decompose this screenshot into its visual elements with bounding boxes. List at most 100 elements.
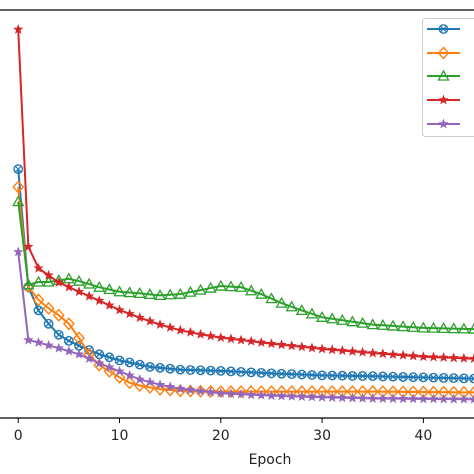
data-point bbox=[204, 384, 217, 398]
data-point bbox=[286, 340, 297, 351]
data-point bbox=[154, 379, 166, 390]
data-point bbox=[113, 285, 126, 297]
series-orange bbox=[12, 180, 474, 399]
data-point bbox=[123, 286, 136, 298]
data-point bbox=[42, 275, 55, 287]
data-point bbox=[114, 355, 125, 366]
data-point bbox=[164, 381, 176, 392]
data-point bbox=[448, 373, 459, 384]
data-point bbox=[276, 368, 287, 379]
data-point bbox=[295, 304, 308, 316]
data-point bbox=[458, 373, 469, 384]
data-point bbox=[296, 369, 307, 380]
data-point bbox=[408, 393, 419, 404]
data-point bbox=[185, 384, 196, 395]
data-point bbox=[114, 365, 125, 376]
series-blue bbox=[13, 164, 474, 384]
data-point bbox=[347, 392, 358, 403]
data-point bbox=[73, 331, 85, 345]
data-point bbox=[185, 365, 196, 375]
x-tick-label: 40 bbox=[414, 428, 432, 444]
data-point bbox=[347, 345, 358, 356]
x-tick-label: 20 bbox=[212, 428, 230, 444]
data-point bbox=[467, 322, 474, 334]
legend-marker bbox=[437, 46, 450, 60]
legend-entry-red bbox=[427, 94, 460, 105]
data-point bbox=[33, 262, 44, 273]
data-point bbox=[165, 363, 176, 374]
data-point bbox=[104, 352, 115, 363]
data-point bbox=[175, 383, 186, 394]
data-point bbox=[215, 387, 226, 398]
data-point bbox=[408, 372, 419, 383]
data-point bbox=[367, 371, 378, 382]
data-point bbox=[327, 370, 338, 381]
data-point bbox=[93, 358, 106, 372]
data-point bbox=[114, 304, 125, 315]
data-point bbox=[246, 367, 257, 378]
data-point bbox=[245, 389, 257, 400]
data-point bbox=[23, 334, 34, 345]
data-point bbox=[12, 195, 25, 207]
data-point bbox=[245, 335, 257, 346]
data-point bbox=[53, 276, 64, 287]
data-point bbox=[305, 307, 319, 319]
data-point bbox=[387, 349, 399, 359]
legend-entry-purple bbox=[427, 118, 460, 129]
data-point bbox=[256, 389, 267, 400]
data-point bbox=[357, 346, 368, 357]
data-point bbox=[286, 390, 297, 401]
data-point bbox=[458, 352, 470, 363]
data-point bbox=[255, 287, 268, 299]
legend bbox=[422, 18, 474, 137]
data-point bbox=[367, 393, 378, 403]
axes: 0 10 20 30 40 bbox=[0, 9, 474, 444]
data-point bbox=[266, 390, 277, 401]
legend-marker bbox=[437, 69, 450, 81]
data-point bbox=[458, 393, 470, 404]
data-point bbox=[73, 286, 85, 297]
data-point bbox=[93, 280, 106, 292]
data-point bbox=[104, 299, 115, 310]
data-point bbox=[134, 373, 145, 384]
data-point bbox=[164, 322, 176, 332]
data-point bbox=[215, 366, 226, 376]
data-point bbox=[83, 353, 95, 364]
data-point bbox=[285, 300, 298, 312]
data-point bbox=[175, 364, 186, 375]
data-point bbox=[224, 280, 238, 292]
data-point bbox=[214, 279, 227, 291]
series-layer bbox=[12, 24, 474, 404]
data-point bbox=[327, 392, 338, 402]
data-point bbox=[457, 322, 470, 334]
series-line bbox=[17, 201, 474, 331]
data-point bbox=[418, 372, 429, 383]
data-point bbox=[408, 350, 419, 361]
data-point bbox=[336, 313, 349, 325]
data-point bbox=[396, 320, 410, 332]
data-point bbox=[245, 385, 258, 399]
data-point bbox=[224, 385, 237, 399]
series-red bbox=[13, 24, 474, 364]
data-point bbox=[438, 393, 449, 404]
data-point bbox=[185, 326, 196, 337]
data-point bbox=[236, 366, 246, 377]
data-point bbox=[94, 295, 105, 306]
data-point bbox=[43, 339, 54, 350]
data-point bbox=[296, 391, 308, 402]
data-point bbox=[144, 315, 156, 326]
series-line bbox=[17, 169, 474, 380]
data-point bbox=[388, 371, 398, 382]
legend-marker bbox=[438, 24, 449, 34]
data-point bbox=[306, 342, 318, 353]
data-point bbox=[73, 348, 85, 359]
data-point bbox=[143, 380, 156, 394]
data-point bbox=[276, 390, 287, 401]
data-point bbox=[366, 318, 379, 330]
data-point bbox=[195, 328, 206, 339]
data-point bbox=[133, 378, 146, 393]
x-tick-label: 10 bbox=[111, 428, 129, 444]
data-point bbox=[377, 348, 389, 359]
data-point bbox=[124, 308, 135, 319]
data-point bbox=[337, 392, 348, 403]
